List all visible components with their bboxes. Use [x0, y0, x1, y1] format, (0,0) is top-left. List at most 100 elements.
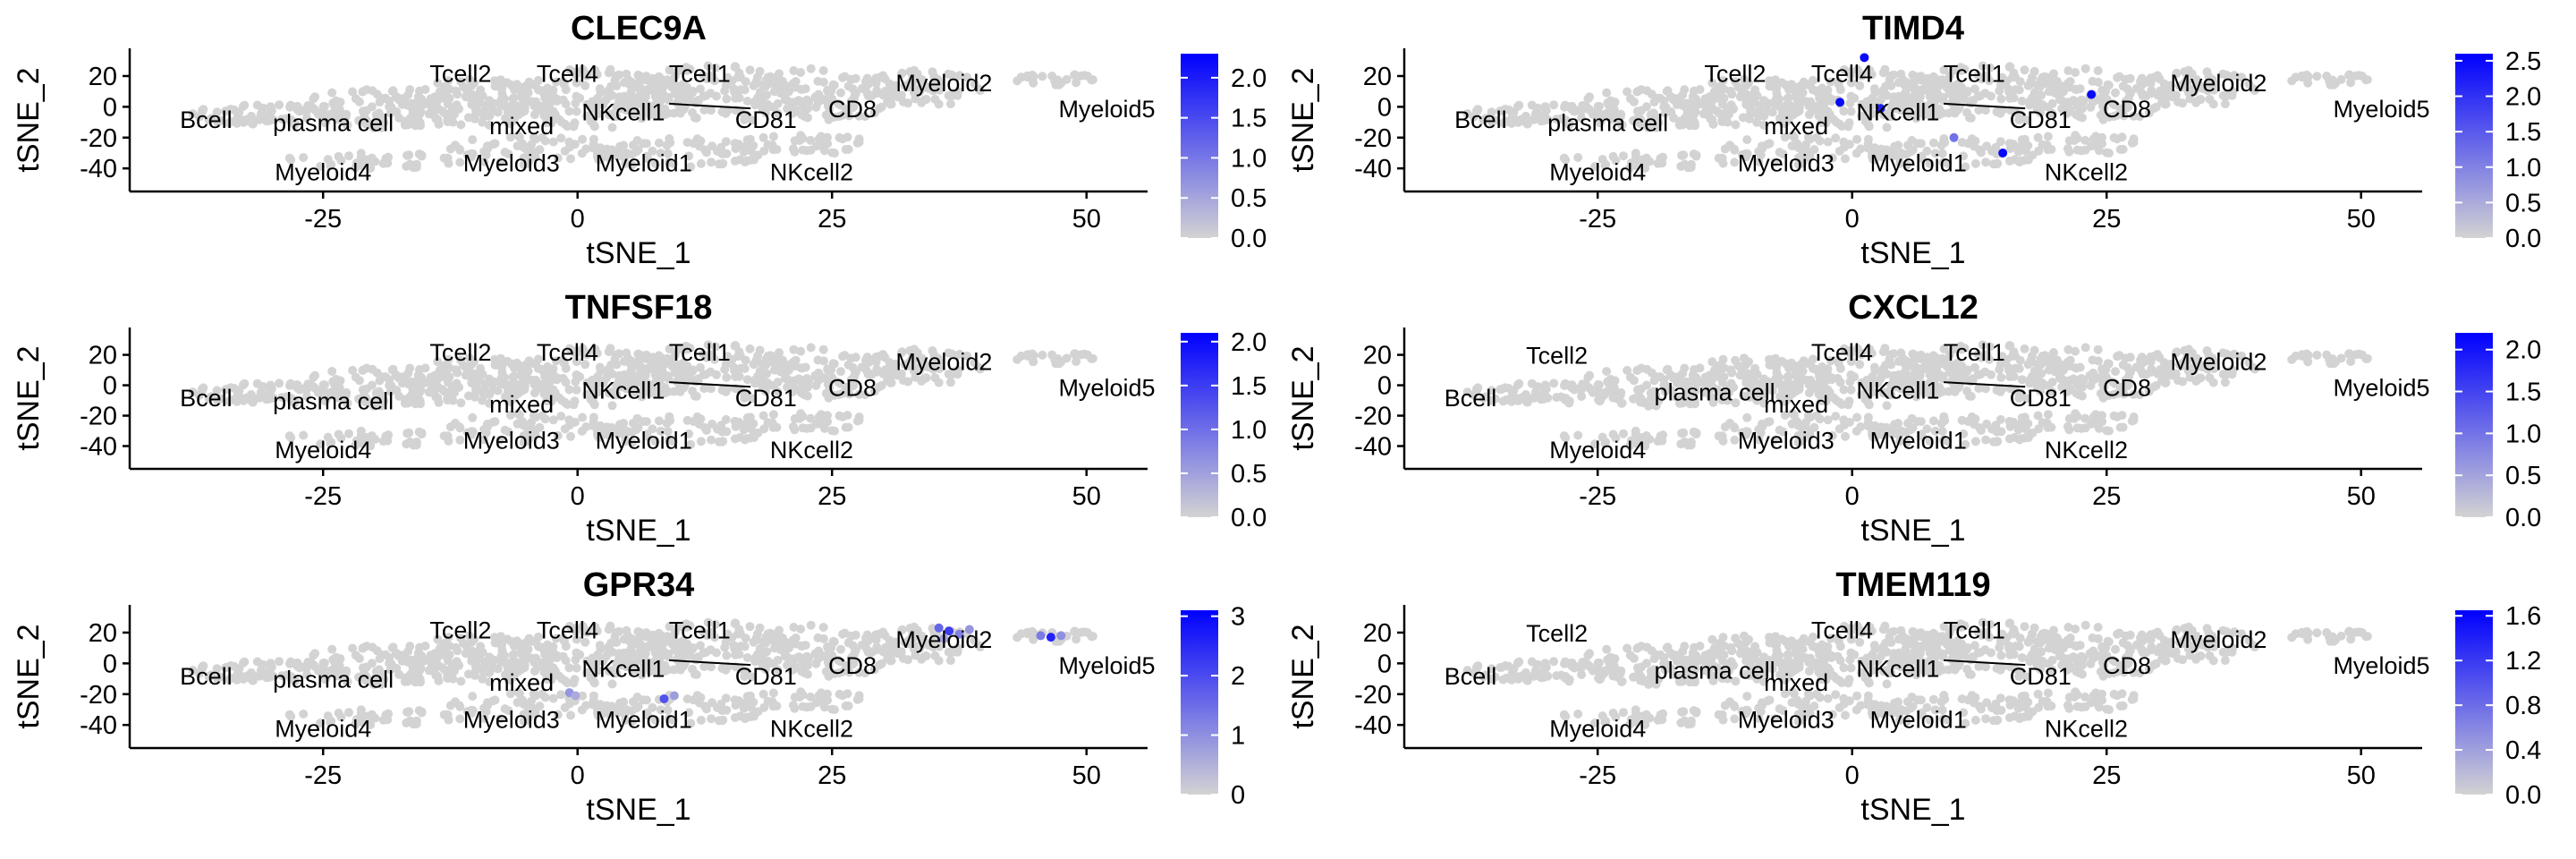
- cluster-label: Tcell4: [537, 61, 598, 88]
- cell-point: [1944, 108, 1953, 118]
- cell-point: [415, 666, 425, 676]
- cell-point: [784, 363, 794, 373]
- cell-point: [1602, 88, 1612, 98]
- cell-point: [415, 109, 425, 119]
- cell-point: [712, 91, 721, 101]
- cell-point: [1913, 139, 1923, 149]
- cluster-label: CD81: [2010, 106, 2072, 133]
- cell-point: [664, 96, 674, 105]
- cell-point: [695, 84, 705, 94]
- cell-point: [1656, 93, 1665, 103]
- cell-point: [657, 89, 667, 98]
- cell-point: [742, 375, 752, 385]
- cell-point: [415, 387, 425, 397]
- x-axis-label: tSNE_1: [586, 514, 691, 548]
- cell-point: [852, 416, 862, 426]
- cluster-label: Myeloid4: [1549, 437, 1646, 464]
- cell-point: [707, 435, 716, 445]
- cell-point: [2015, 355, 2025, 365]
- cell-point: [572, 106, 581, 116]
- cell-point: [309, 372, 318, 382]
- cell-point: [500, 372, 510, 382]
- cell-point: [381, 372, 390, 382]
- cell-point: [915, 87, 925, 97]
- cluster-label: Myeloid5: [2333, 374, 2429, 401]
- cell-point: [1690, 86, 1699, 96]
- cell-point: [1656, 431, 1665, 441]
- cell-point: [1987, 424, 1996, 434]
- cell-point: [1845, 98, 1855, 108]
- cell-point: [798, 133, 808, 143]
- cell-point: [1996, 94, 2006, 104]
- y-tick-label: -20: [80, 403, 117, 431]
- x-tick-label: 50: [1072, 482, 1101, 511]
- cell-point: [216, 115, 225, 125]
- cell-point: [1845, 67, 1855, 77]
- cell-point: [1780, 119, 1790, 128]
- cell-point: [736, 363, 746, 373]
- cell-point: [1648, 122, 1657, 132]
- cell-point: [740, 115, 750, 124]
- cell-point: [1744, 78, 1753, 88]
- cluster-label: CD81: [735, 385, 797, 412]
- cell-point: [707, 106, 716, 115]
- cell-point: [467, 152, 476, 162]
- cell-point: [571, 67, 580, 77]
- cluster-label: NKcell1: [1856, 99, 1939, 126]
- cell-point: [361, 115, 371, 124]
- cell-point: [1736, 85, 1746, 95]
- cell-point: [907, 75, 917, 85]
- cell-point: [747, 115, 757, 125]
- cell-point: [1845, 377, 1855, 387]
- cluster-label: NKcell1: [581, 378, 665, 404]
- cell-point: [2037, 369, 2046, 378]
- cluster-label: NKcell1: [581, 99, 665, 126]
- cluster-label: NKcell2: [770, 437, 853, 464]
- cluster-label: Myeloid3: [1738, 149, 1835, 176]
- cell-point: [2326, 80, 2335, 89]
- cell-point: [566, 431, 575, 441]
- cell-point: [687, 367, 697, 377]
- cell-point: [1843, 400, 1853, 410]
- cell-point: [773, 98, 783, 108]
- cell-point: [806, 64, 816, 73]
- cell-point: [368, 364, 377, 374]
- cell-point: [1720, 144, 1730, 154]
- cell-point: [1677, 429, 1687, 438]
- cluster-label: Myeloid1: [1870, 428, 1967, 455]
- cell-point: [2086, 102, 2096, 112]
- cell-point: [733, 629, 742, 639]
- cell-point: [1717, 363, 1727, 373]
- cell-point: [699, 106, 709, 115]
- cell-point: [1599, 112, 1609, 122]
- cell-point: [773, 108, 783, 118]
- cell-point: [572, 385, 581, 395]
- cell-point: [2019, 142, 2028, 152]
- cell-point: [503, 107, 513, 116]
- cell-point: [569, 678, 579, 688]
- cell-point: [803, 113, 812, 123]
- cell-point: [1498, 118, 1508, 128]
- cell-point: [275, 378, 284, 388]
- cell-point: [635, 350, 645, 360]
- cell-point: [730, 139, 740, 149]
- cell-point: [1735, 92, 1745, 102]
- cell-point: [509, 650, 519, 659]
- cell-point: [238, 380, 248, 390]
- cell-point: [935, 79, 945, 89]
- cell-point: [1508, 112, 1518, 122]
- cell-point: [864, 79, 874, 89]
- cell-point: [619, 140, 629, 150]
- cell-point: [558, 651, 568, 661]
- cell-point: [1784, 363, 1793, 373]
- cell-point: [1642, 364, 1652, 374]
- cell-point: [2078, 113, 2087, 123]
- cell-point: [1764, 98, 1774, 108]
- cell-point: [712, 648, 721, 658]
- cell-point: [1936, 419, 1946, 429]
- cluster-label: Myeloid4: [1549, 159, 1646, 186]
- cell-point: [433, 91, 442, 101]
- cell-point: [616, 100, 626, 110]
- cell-point: [469, 98, 479, 108]
- cell-point: [722, 94, 732, 104]
